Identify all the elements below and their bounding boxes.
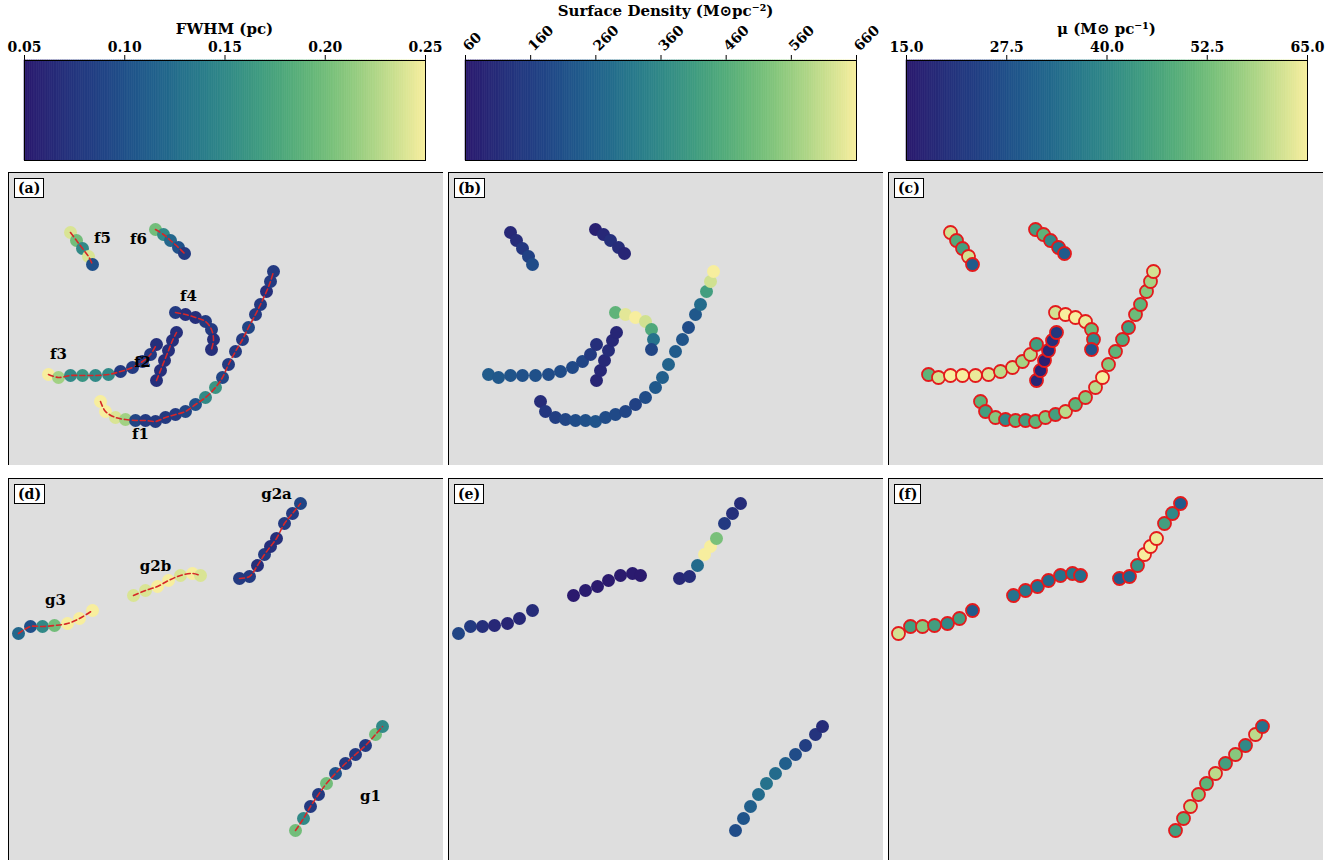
svg-text:27.5: 27.5 — [990, 39, 1024, 55]
svg-text:0.25: 0.25 — [408, 39, 442, 55]
html-text:Surface Density (M⊙pc⁻²): Surface Density (M⊙pc⁻²) — [557, 2, 774, 20]
svg-text:52.5: 52.5 — [1190, 39, 1224, 55]
html-text:(d): (d) — [18, 486, 41, 502]
svg-text:0.15: 0.15 — [208, 39, 242, 55]
svg-text:360: 360 — [655, 22, 687, 54]
svg-text:0.10: 0.10 — [108, 39, 142, 55]
html-text:(f): (f) — [898, 486, 918, 502]
html-text:(c): (c) — [898, 180, 920, 196]
svg-text:f5: f5 — [94, 229, 111, 247]
svg-text:g1: g1 — [360, 787, 381, 805]
html-text:(e): (e) — [458, 486, 481, 502]
svg-text:40.0: 40.0 — [1090, 39, 1124, 55]
svg-text:660: 660 — [850, 22, 882, 54]
svg-text:f6: f6 — [130, 230, 147, 248]
html-text:(b): (b) — [458, 180, 481, 196]
svg-text:f3: f3 — [50, 345, 67, 363]
svg-text:560: 560 — [785, 22, 817, 54]
svg-text:g2b: g2b — [140, 557, 171, 575]
svg-text:160: 160 — [525, 22, 557, 54]
svg-text:f4: f4 — [180, 287, 197, 305]
svg-text:260: 260 — [590, 22, 622, 54]
svg-text:15.0: 15.0 — [889, 39, 923, 55]
svg-text:g3: g3 — [45, 591, 66, 609]
html-text:(a): (a) — [18, 180, 41, 196]
svg-text:g2a: g2a — [261, 485, 292, 503]
html-text:μ (M⊙ pc⁻¹): μ (M⊙ pc⁻¹) — [1057, 20, 1156, 38]
svg-text:460: 460 — [720, 22, 752, 54]
svg-text:60: 60 — [459, 29, 484, 54]
svg-text:f1: f1 — [132, 425, 149, 443]
svg-text:65.0: 65.0 — [1290, 39, 1324, 55]
html-text:FWHM (pc): FWHM (pc) — [175, 20, 274, 38]
svg-text:f2: f2 — [134, 353, 151, 371]
svg-text:0.20: 0.20 — [308, 39, 342, 55]
svg-text:0.05: 0.05 — [7, 39, 41, 55]
